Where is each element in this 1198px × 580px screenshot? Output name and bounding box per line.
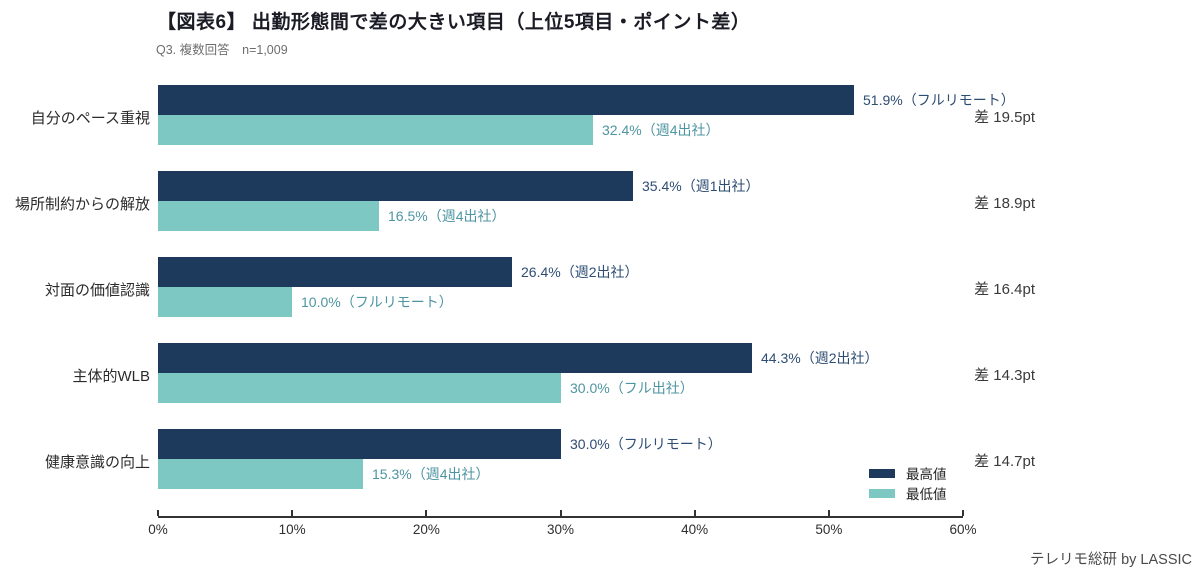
chart-title: 【図表6】 出勤形態間で差の大きい項目（上位5項目・ポイント差） (157, 12, 751, 33)
x-tick-label: 0% (148, 522, 168, 537)
max-value-label: 35.4%（週1出社） (642, 178, 760, 194)
diff-label: 差 14.7pt (974, 453, 1035, 470)
min-value-label: 10.0%（フルリモート） (301, 294, 453, 310)
bar-group: 場所制約からの解放 35.4%（週1出社） 16.5%（週4出社） 差 18.9pt (0, 171, 1198, 231)
min-value-label: 15.3%（週4出社） (372, 466, 490, 482)
max-value-label: 30.0%（フルリモート） (570, 436, 722, 452)
legend-item-max: 最高値 (869, 466, 947, 482)
min-bar (158, 459, 363, 489)
max-bar (158, 343, 752, 373)
bar-group: 自分のペース重視 51.9%（フルリモート） 32.4%（週4出社） 差 19.5pt (0, 85, 1198, 145)
diff-label: 差 14.3pt (974, 367, 1035, 384)
diff-label: 差 16.4pt (974, 281, 1035, 298)
x-tick-label: 20% (412, 522, 440, 537)
diff-label: 差 19.5pt (974, 109, 1035, 126)
x-tick-label: 40% (681, 522, 709, 537)
max-bar (158, 429, 561, 459)
x-axis-tick (827, 510, 830, 516)
legend-label-max: 最高値 (906, 467, 947, 482)
max-value-label: 51.9%（フルリモート） (863, 92, 1015, 108)
legend-swatch-min-icon (869, 488, 895, 498)
legend-item-min: 最低値 (869, 486, 947, 502)
category-label: 主体的WLB (72, 367, 150, 385)
x-axis-tick (559, 510, 562, 516)
bar-group: 主体的WLB 44.3%（週2出社） 30.0%（フル出社） 差 14.3pt (0, 343, 1198, 403)
chart-subtitle: Q3. 複数回答 n=1,009 (156, 43, 288, 57)
legend: 最高値 最低値 (869, 466, 947, 506)
min-bar (158, 373, 561, 403)
max-bar (158, 85, 854, 115)
min-value-label: 16.5%（週4出社） (388, 208, 506, 224)
x-tick-label: 10% (278, 522, 306, 537)
x-axis-tick (291, 510, 294, 516)
x-tick-label: 60% (949, 522, 977, 537)
category-label: 対面の価値認識 (44, 281, 150, 299)
min-value-label: 30.0%（フル出社） (570, 380, 694, 396)
x-axis-tick (962, 510, 964, 516)
category-label: 場所制約からの解放 (14, 195, 150, 213)
source-credit: テレリモ総研 by LASSIC (1030, 552, 1192, 568)
bar-group: 健康意識の向上 30.0%（フルリモート） 15.3%（週4出社） 差 14.7pt (0, 429, 1198, 489)
category-label: 自分のペース重視 (30, 109, 150, 127)
min-bar (158, 287, 292, 317)
min-bar (158, 115, 593, 145)
max-value-label: 26.4%（週2出社） (521, 264, 639, 280)
max-bar (158, 257, 512, 287)
x-tick-label: 50% (815, 522, 843, 537)
min-bar (158, 201, 379, 231)
diff-label: 差 18.9pt (974, 195, 1035, 212)
x-axis-line (158, 516, 963, 518)
x-axis-tick (425, 510, 428, 516)
legend-swatch-max-icon (869, 468, 895, 478)
x-axis-tick (157, 510, 159, 516)
legend-label-min: 最低値 (906, 487, 947, 502)
x-axis-tick (693, 510, 696, 516)
min-value-label: 32.4%（週4出社） (602, 122, 720, 138)
max-bar (158, 171, 633, 201)
max-value-label: 44.3%（週2出社） (761, 350, 879, 366)
bar-group: 対面の価値認識 26.4%（週2出社） 10.0%（フルリモート） 差 16.4pt (0, 257, 1198, 317)
category-label: 健康意識の向上 (44, 453, 150, 471)
x-tick-label: 30% (546, 522, 575, 537)
